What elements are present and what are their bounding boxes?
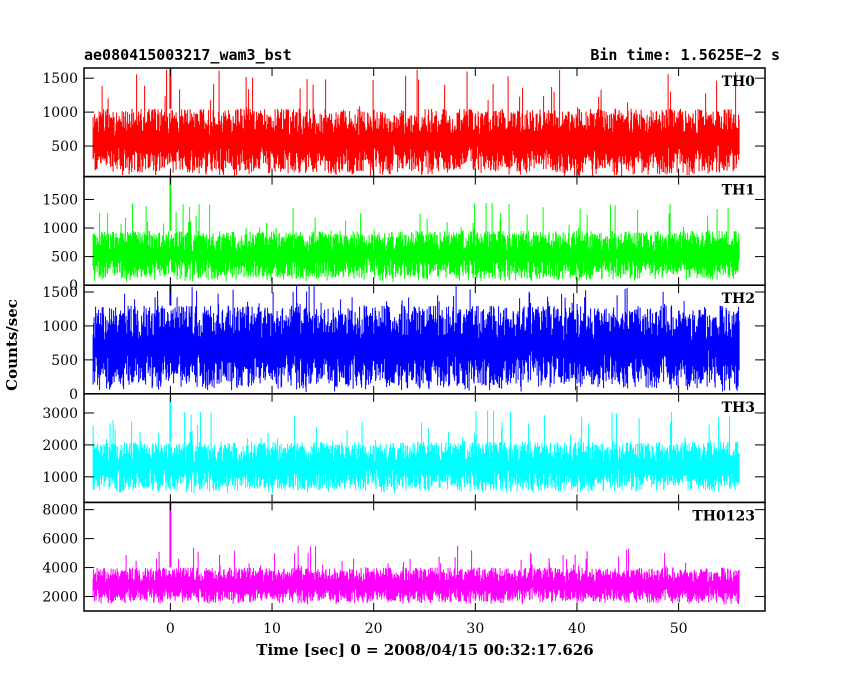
panel-th3: 1000 2000 3000 TH3: [42, 393, 766, 504]
x-tick-label: 10: [263, 621, 281, 637]
y-tick-label: 4000: [42, 561, 78, 577]
y-tick-label: 6000: [42, 532, 78, 548]
panel-label-th2: TH2: [722, 291, 755, 307]
y-tick-label: 1000: [42, 221, 78, 237]
x-tick-label: 0: [166, 621, 175, 637]
y-tick-label: 1000: [42, 470, 78, 486]
y-tick-label: 3000: [42, 406, 78, 422]
y-tick-label: 500: [51, 139, 78, 155]
x-tick-label: 40: [568, 621, 586, 637]
panel-th2: 0 500 1000 1500 TH2: [42, 284, 766, 403]
y-tick-label: 1500: [42, 285, 78, 301]
y-tick-label: 8000: [42, 503, 78, 519]
y-tick-label: 0: [69, 387, 78, 403]
x-tick-label: 50: [670, 621, 688, 637]
y-tick-label: 500: [51, 250, 78, 266]
th3-series: [92, 410, 740, 494]
panel-th0: 500 1000 1500 TH0: [42, 67, 766, 178]
y-tick-label: 2000: [42, 590, 78, 606]
bin-time-label: Bin time: 1.5625E−2 s: [590, 46, 780, 64]
panel-label-th1: TH1: [722, 183, 755, 199]
th0-series: [92, 69, 740, 177]
y-tick-label: 1000: [42, 319, 78, 335]
panel-label-th0123: TH0123: [692, 508, 755, 524]
x-tick-label: 20: [365, 621, 383, 637]
x-axis-title: Time [sec] 0 = 2008/04/15 00:32:17.626: [256, 641, 593, 659]
x-tick-label: 30: [466, 621, 484, 637]
y-tick-label: 0: [69, 278, 78, 294]
y-axis-title: Counts/sec: [3, 299, 21, 391]
y-tick-label: 1000: [42, 105, 78, 121]
th0123-frame: [83, 501, 766, 612]
th0123-series: [92, 545, 740, 605]
th1-series: [92, 203, 740, 282]
y-tick-label: 1500: [42, 71, 78, 87]
panel-label-th3: TH3: [722, 400, 755, 416]
chart-title: ae080415003217_wam3_bst: [84, 46, 292, 64]
th2-series: [92, 285, 740, 393]
panel-label-th0: TH0: [722, 74, 756, 90]
y-tick-label: 2000: [42, 438, 78, 454]
panel-th0123: 2000 4000 6000 8000 TH0123: [42, 501, 766, 612]
y-tick-label: 500: [51, 353, 78, 369]
panel-th1: 0 500 1000 1500 TH1: [42, 175, 766, 294]
y-tick-label: 1500: [42, 192, 78, 208]
